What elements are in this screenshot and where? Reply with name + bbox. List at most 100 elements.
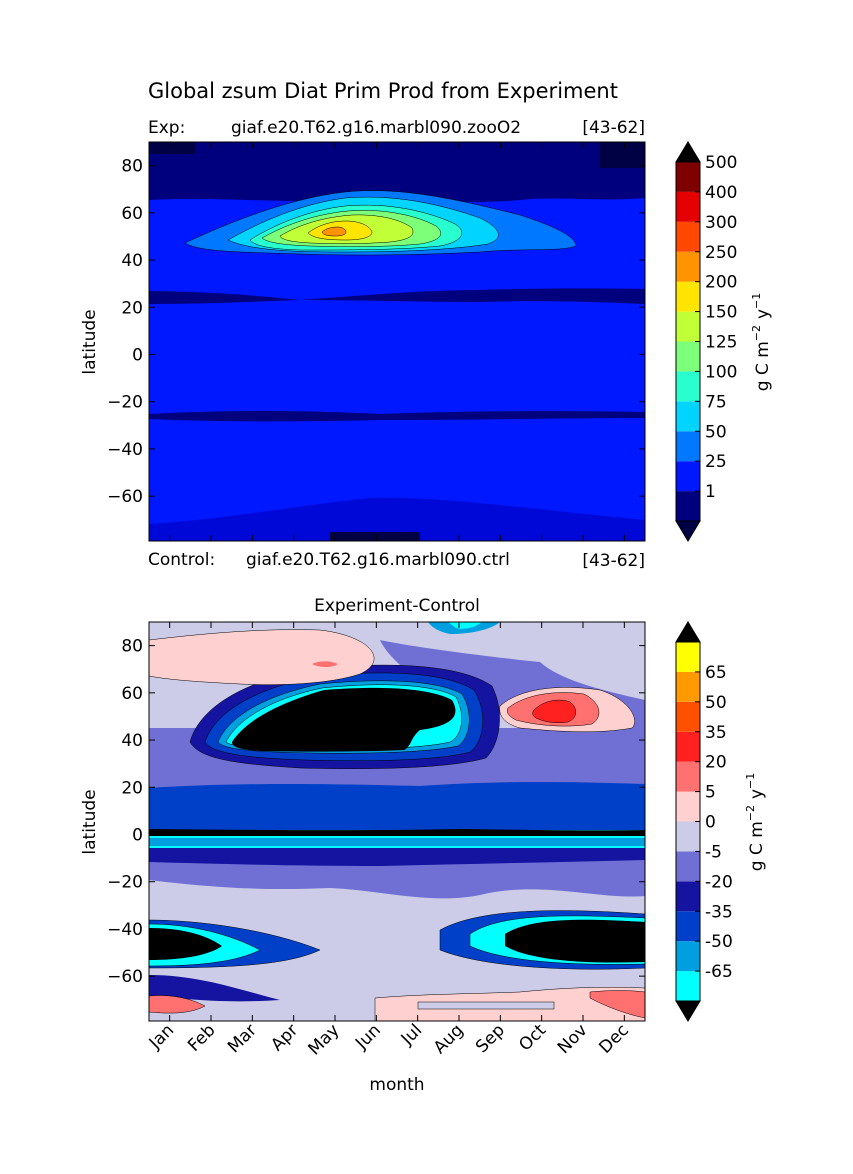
colorbar-segment [676,731,700,762]
x-tick-label: Dec [595,1020,632,1057]
y-tick-label: 40 [121,731,143,751]
difference-plot-title: Experiment-Control [314,596,480,616]
x-tick-label: Mar [224,1020,261,1057]
y-tick-label: −40 [107,440,143,460]
y-tick-label: 0 [132,825,143,845]
colorbar-segment [676,191,700,222]
colorbar-segment [676,401,700,432]
colorbar-segment [676,162,700,192]
y-tick-label: −60 [107,967,143,987]
x-tick-label: Oct [515,1020,550,1055]
top-axis-ticks: −60 −40 −20 0 20 40 60 80 [107,142,645,541]
colorbar-tick-label: 35 [705,723,727,743]
x-tick-label: Nov [554,1020,592,1058]
diff-north-minimum [232,687,456,752]
diff-bloom-positive-35 [532,699,576,724]
x-tick-label: Sep [472,1020,509,1057]
x-tick-label: Feb [184,1020,219,1055]
colorbar-segment [676,461,700,492]
difference-plot [149,622,645,1021]
diff-arctic-positive [149,629,375,685]
y-tick-label: 80 [121,637,143,657]
colorbar-segment [676,251,700,282]
colorbar-extend-over [675,621,701,643]
subtropic-south-low-band [149,411,645,422]
figure-title: Global zsum Diat Prim Prod from Experime… [148,79,618,103]
colorbar-segment [676,821,700,852]
colorbar-tick-label: 500 [705,153,737,173]
colorbar-extend-over [675,141,701,163]
colorbar-segment [676,671,700,702]
y-tick-label: 60 [121,204,143,224]
control-case-name: giaf.e20.T62.g16.marbl090.ctrl [246,550,510,570]
top-y-axis-label: latitude [80,309,100,374]
y-tick-label: 40 [121,251,143,271]
y-tick-label: 20 [121,778,143,798]
colorbar-tick-label: 200 [705,273,737,293]
subtropic-north-low-band [149,288,645,304]
colorbar-segment [676,851,700,882]
diff-band-blue [149,838,645,846]
southern-ocean-band [149,497,645,541]
bottom-colorbar-label: g C m−2y−1 [744,773,767,872]
y-tick-label: −20 [107,873,143,893]
y-tick-label: 80 [121,157,143,177]
colorbar-segment [676,311,700,342]
colorbar-tick-label: 65 [705,663,727,683]
colorbar-segment [676,761,700,792]
colorbar-segment [676,911,700,942]
colorbar-tick-label: -65 [705,962,733,982]
colorbar-tick-label: -50 [705,932,733,952]
arctic-minimum-right [600,142,645,168]
colorbar-segment [676,881,700,912]
colorbar-segment [676,281,700,312]
diff-antarctic-small-strip [417,1001,555,1010]
bloom-contour-250 [321,226,347,237]
exp-label: Exp: [148,118,185,138]
colorbar-segment [676,791,700,822]
exp-case-name: giaf.e20.T62.g16.marbl090.zooO2 [231,118,521,138]
diff-band-minus35 [149,782,645,830]
diff-south-right-minimum [505,919,645,963]
diff-south-left-band [149,975,280,1002]
colorbar-tick-label: 300 [705,213,737,233]
colorbar-segment [676,941,700,972]
diff-south-left-minimum [149,928,222,960]
x-tick-label: May [305,1020,344,1059]
x-tick-label: Jun [351,1020,385,1054]
x-tick-label: Apr [267,1020,302,1055]
arctic-low-band [149,142,645,202]
diff-southeast-positive [589,990,645,1019]
colorbar-segment [676,431,700,462]
colorbar-tick-label: 400 [705,183,737,203]
experiment-plot [149,142,645,541]
y-tick-label: 0 [132,345,143,365]
bottom-y-axis-label: latitude [80,789,100,854]
exp-years: [43-62] [582,118,645,138]
top-colorbar-label: g C m−2y−1 [750,293,773,392]
colorbar-tick-label: 250 [705,243,737,263]
colorbar-segment [676,971,700,1001]
colorbar-tick-label: -5 [705,842,722,862]
colorbar-segment [676,371,700,402]
bottom-x-axis-label: month [369,1075,424,1095]
colorbar-segment [676,491,700,521]
diff-arctic-positive-core [312,661,338,667]
y-tick-label: −60 [107,487,143,507]
colorbar-segment [676,701,700,732]
diff-southwest-positive [149,995,206,1014]
colorbar-segment [676,341,700,372]
colorbar-tick-label: 0 [705,813,716,833]
control-label: Control: [148,550,215,570]
colorbar-tick-label: 75 [705,392,727,412]
diff-equatorial-minimum [149,829,645,836]
colorbar-tick-label: -35 [705,902,733,922]
colorbar-extend-under [675,1000,701,1022]
colorbar-segment [676,642,700,672]
colorbar-tick-label: 50 [705,693,727,713]
colorbar-tick-label: 20 [705,753,727,773]
top-axes-frame [148,141,646,542]
y-tick-label: 60 [121,684,143,704]
